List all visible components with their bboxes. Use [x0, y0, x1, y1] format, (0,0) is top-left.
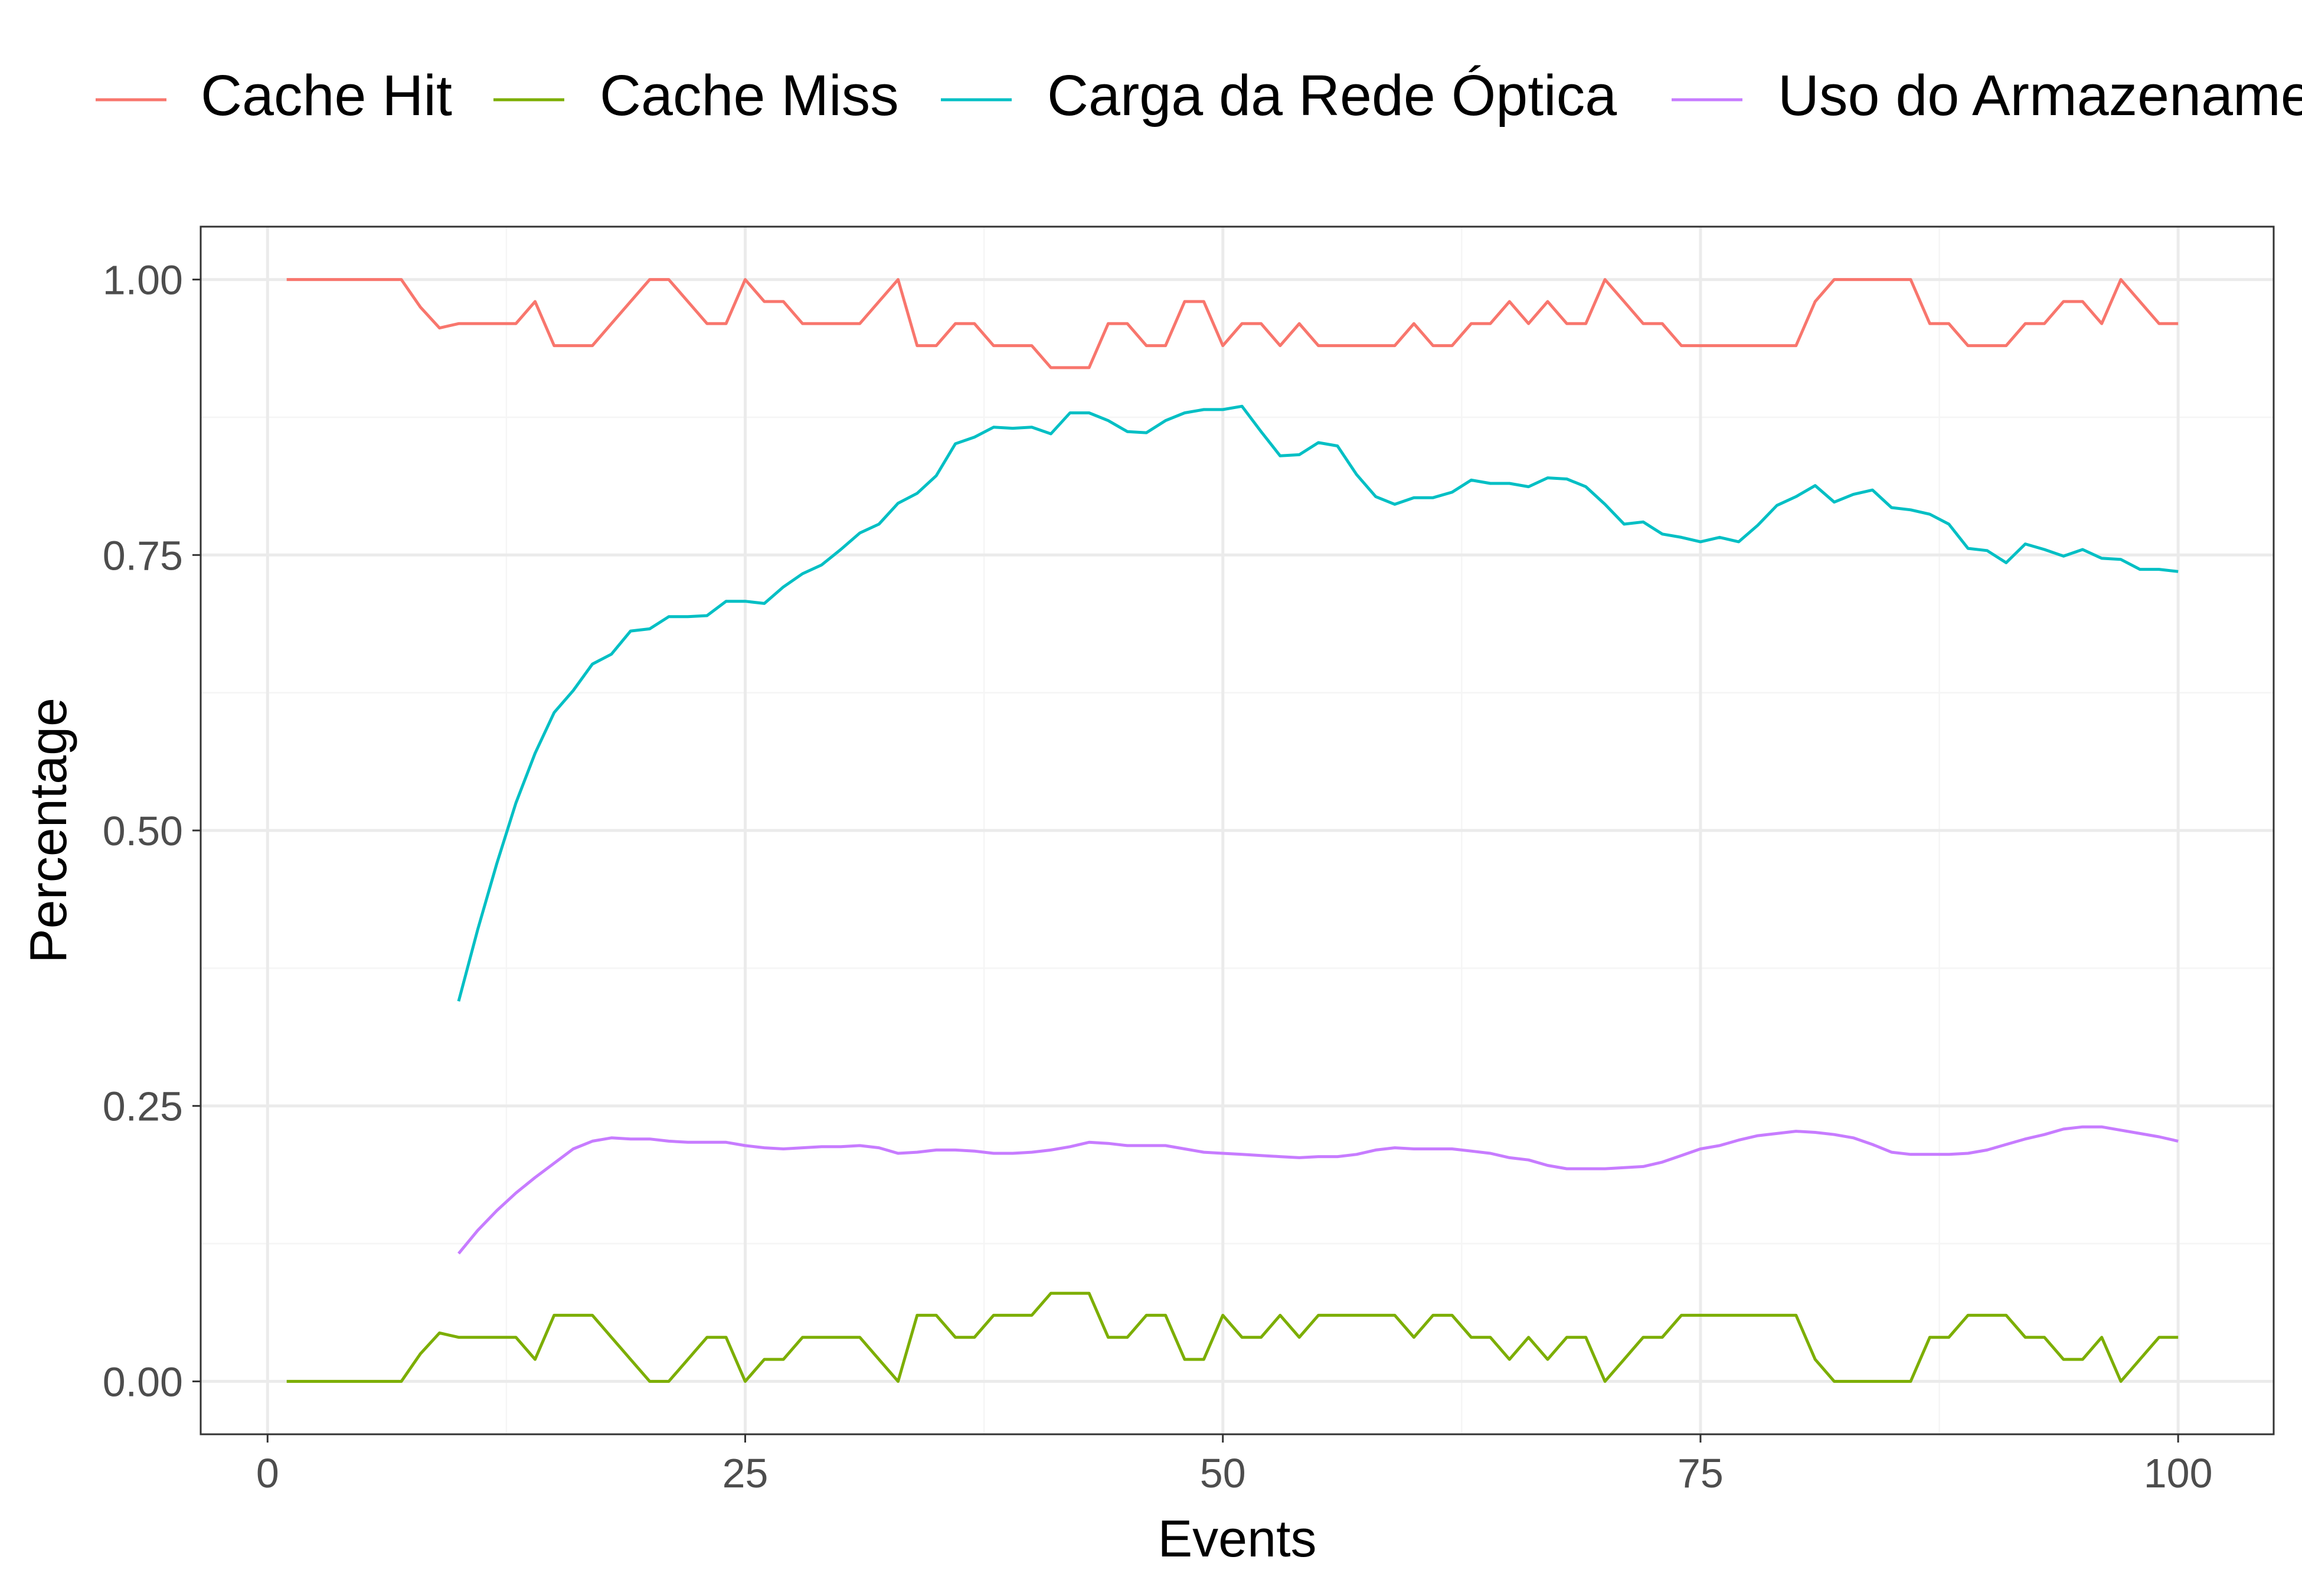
x-axis: 0 25 50 75 100 — [256, 1434, 2213, 1496]
legend: Cache Hit Cache Miss Carga da Rede Óptic… — [96, 63, 2302, 127]
legend-item-storage-use[interactable]: Uso do Armazenamento — [1672, 63, 2302, 127]
legend-item-cache-hit[interactable]: Cache Hit — [96, 63, 452, 127]
series-line-cache-hit — [286, 278, 2179, 369]
x-tick-label: 25 — [722, 1450, 769, 1496]
series-lines — [286, 278, 2179, 1383]
y-axis-title: Percentage — [19, 698, 77, 963]
x-tick-label: 75 — [1678, 1450, 1724, 1496]
series-line-uso-do-armazenamento — [457, 1125, 2179, 1255]
series-line-carga-da-rede-optica — [457, 404, 2179, 1002]
x-tick-label: 0 — [256, 1450, 279, 1496]
legend-item-cache-miss[interactable]: Cache Miss — [493, 63, 899, 127]
legend-label-cache-miss: Cache Miss — [600, 63, 899, 127]
x-tick-label: 50 — [1200, 1450, 1246, 1496]
series-line-cache-miss — [286, 1291, 2179, 1383]
y-tick-label: 1.00 — [103, 257, 183, 303]
plot-panel — [200, 225, 2275, 1435]
legend-label-cache-hit: Cache Hit — [201, 63, 452, 127]
legend-label-optical-load: Carga da Rede Óptica — [1047, 63, 1617, 127]
legend-item-optical-load[interactable]: Carga da Rede Óptica — [941, 63, 1617, 127]
y-tick-label: 0.75 — [103, 532, 183, 578]
x-tick-label: 100 — [2144, 1450, 2213, 1496]
grid-major — [201, 227, 2274, 1434]
y-axis: 0.00 0.25 0.50 0.75 1.00 — [103, 257, 201, 1405]
legend-label-storage-use: Uso do Armazenamento — [1778, 63, 2302, 127]
y-tick-label: 0.00 — [103, 1359, 183, 1405]
x-axis-title: Events — [1157, 1509, 1316, 1568]
y-tick-label: 0.25 — [103, 1084, 183, 1130]
y-tick-label: 0.50 — [103, 808, 183, 854]
